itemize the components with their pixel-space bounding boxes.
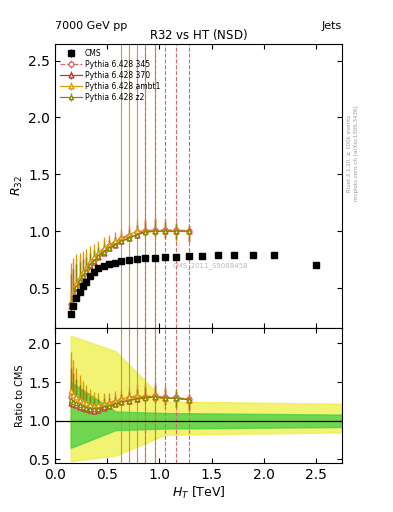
- Legend: CMS, Pythia 6.428 345, Pythia 6.428 370, Pythia 6.428 ambt1, Pythia 6.428 z2: CMS, Pythia 6.428 345, Pythia 6.428 370,…: [59, 47, 162, 103]
- Title: R32 vs HT $\mathsf{(NSD)}$: R32 vs HT $\mathsf{(NSD)}$: [149, 27, 248, 42]
- Y-axis label: $R_{32}$: $R_{32}$: [10, 175, 26, 196]
- Text: CMS_2011_S9088458: CMS_2011_S9088458: [172, 262, 248, 269]
- X-axis label: $H_{T}$ [TeV]: $H_{T}$ [TeV]: [172, 485, 225, 501]
- Text: mcplots.cern.ch [arXiv:1306.3436]: mcplots.cern.ch [arXiv:1306.3436]: [354, 106, 359, 201]
- Text: Jets: Jets: [321, 20, 342, 31]
- Text: 7000 GeV pp: 7000 GeV pp: [55, 20, 127, 31]
- Y-axis label: Ratio to CMS: Ratio to CMS: [15, 365, 26, 427]
- Text: Rivet 3.1.10, ≥ 100k events: Rivet 3.1.10, ≥ 100k events: [347, 115, 352, 192]
